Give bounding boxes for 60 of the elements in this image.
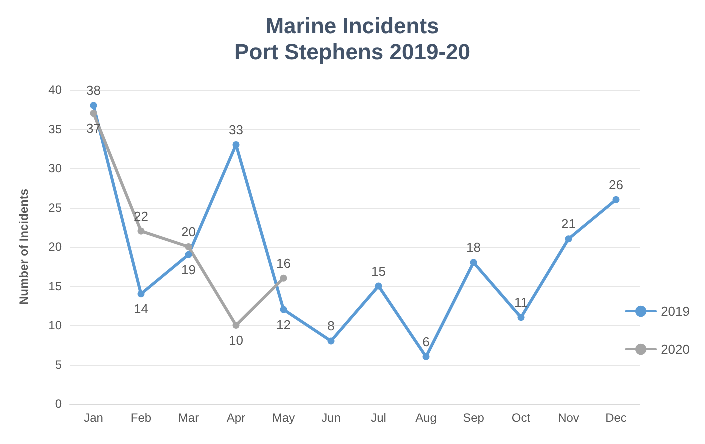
data-label: 33: [229, 122, 244, 138]
data-label: 12: [276, 317, 291, 332]
point: [470, 259, 478, 266]
data-label: 15: [372, 264, 386, 279]
data-label: 22: [134, 208, 148, 224]
y-tick-label: 25: [48, 200, 62, 215]
y-tick-label: 40: [48, 83, 62, 97]
y-tick-label: 35: [48, 122, 62, 136]
point: [280, 306, 288, 314]
data-label: 26: [609, 177, 624, 192]
data-label: 19: [182, 262, 196, 278]
x-tick-label: May: [272, 411, 296, 425]
legend-label: 2019: [661, 304, 690, 319]
data-label: 38: [86, 83, 101, 98]
x-tick-label: Jun: [322, 411, 341, 425]
x-tick-label: Jan: [84, 411, 104, 425]
data-label: 8: [328, 318, 335, 334]
point: [185, 251, 192, 258]
point: [518, 314, 525, 322]
point: [328, 338, 335, 345]
x-tick-label: Sep: [463, 411, 485, 425]
x-tick-label: Aug: [416, 411, 437, 425]
data-label: 11: [514, 295, 528, 310]
data-label: 18: [466, 240, 481, 256]
y-tick-label: 30: [48, 162, 62, 176]
data-label: 14: [134, 302, 148, 317]
legend-label: 2020: [661, 342, 690, 357]
y-tick-label: 15: [48, 279, 62, 294]
x-tick-label: Nov: [558, 411, 580, 425]
data-label: 37: [86, 121, 101, 136]
x-tick-label: Oct: [512, 411, 532, 425]
chart-subtitle: Port Stephens 2019-20: [234, 40, 470, 64]
point: [90, 110, 98, 118]
chart-title: Marine Incidents: [266, 14, 440, 38]
y-tick-label: 20: [48, 240, 62, 254]
point: [90, 102, 98, 110]
point: [185, 244, 192, 250]
point: [232, 322, 240, 329]
y-tick-label: 0: [55, 397, 62, 411]
data-label: 20: [182, 224, 196, 240]
y-axis-title: Number of Incidents: [17, 188, 31, 306]
data-label: 6: [422, 334, 430, 350]
x-tick-label: Jul: [371, 411, 386, 425]
data-label: 16: [276, 256, 291, 271]
y-tick-label: 5: [55, 358, 62, 372]
point: [422, 353, 430, 360]
point: [612, 196, 620, 204]
y-tick-label: 10: [48, 318, 62, 332]
point: [280, 274, 288, 282]
data-label: 10: [229, 333, 244, 348]
point: [138, 290, 145, 298]
data-label: 21: [562, 216, 576, 232]
x-tick-label: Mar: [178, 411, 200, 425]
point: [138, 228, 145, 235]
x-tick-label: Dec: [606, 411, 627, 425]
point: [565, 236, 572, 243]
x-tick-label: Apr: [226, 411, 246, 425]
x-tick-label: Feb: [130, 411, 152, 425]
point: [232, 141, 240, 148]
point: [375, 282, 382, 290]
